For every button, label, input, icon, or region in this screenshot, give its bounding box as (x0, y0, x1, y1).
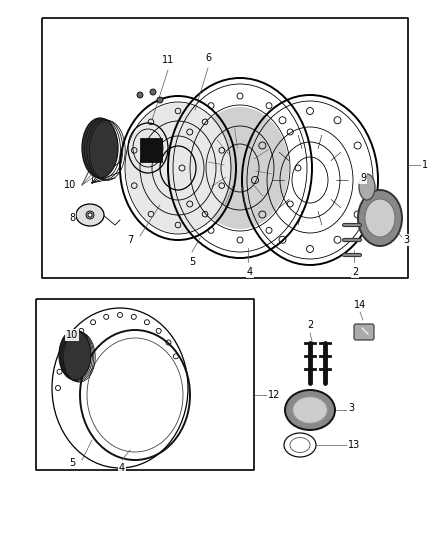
Ellipse shape (82, 118, 118, 178)
Text: 12: 12 (268, 390, 280, 400)
Ellipse shape (365, 199, 395, 237)
Ellipse shape (285, 390, 335, 430)
Text: 8: 8 (69, 213, 75, 223)
Polygon shape (140, 138, 162, 162)
Ellipse shape (359, 174, 375, 200)
Ellipse shape (191, 107, 289, 229)
Text: 4: 4 (247, 267, 253, 277)
Ellipse shape (358, 190, 402, 246)
Ellipse shape (293, 397, 327, 423)
Text: 3: 3 (348, 403, 354, 413)
Text: 3: 3 (403, 235, 409, 245)
Text: 2: 2 (352, 267, 358, 277)
Ellipse shape (59, 330, 91, 380)
Circle shape (157, 97, 163, 103)
Circle shape (86, 211, 94, 219)
Text: 9: 9 (360, 173, 366, 183)
Text: 14: 14 (354, 300, 366, 310)
Text: 11: 11 (162, 55, 174, 65)
FancyBboxPatch shape (354, 324, 374, 340)
Text: 1: 1 (422, 160, 428, 170)
Text: 7: 7 (127, 235, 133, 245)
Text: 6: 6 (205, 53, 211, 63)
Text: 5: 5 (69, 458, 75, 468)
Ellipse shape (126, 103, 230, 233)
Text: 10: 10 (64, 180, 76, 190)
Text: 4: 4 (119, 463, 125, 473)
Text: 5: 5 (189, 257, 195, 267)
Circle shape (150, 89, 156, 95)
Text: 10: 10 (66, 330, 78, 340)
Circle shape (88, 213, 92, 217)
Text: 13: 13 (348, 440, 360, 450)
Text: 2: 2 (307, 320, 313, 330)
Circle shape (137, 92, 143, 98)
Ellipse shape (76, 204, 104, 226)
